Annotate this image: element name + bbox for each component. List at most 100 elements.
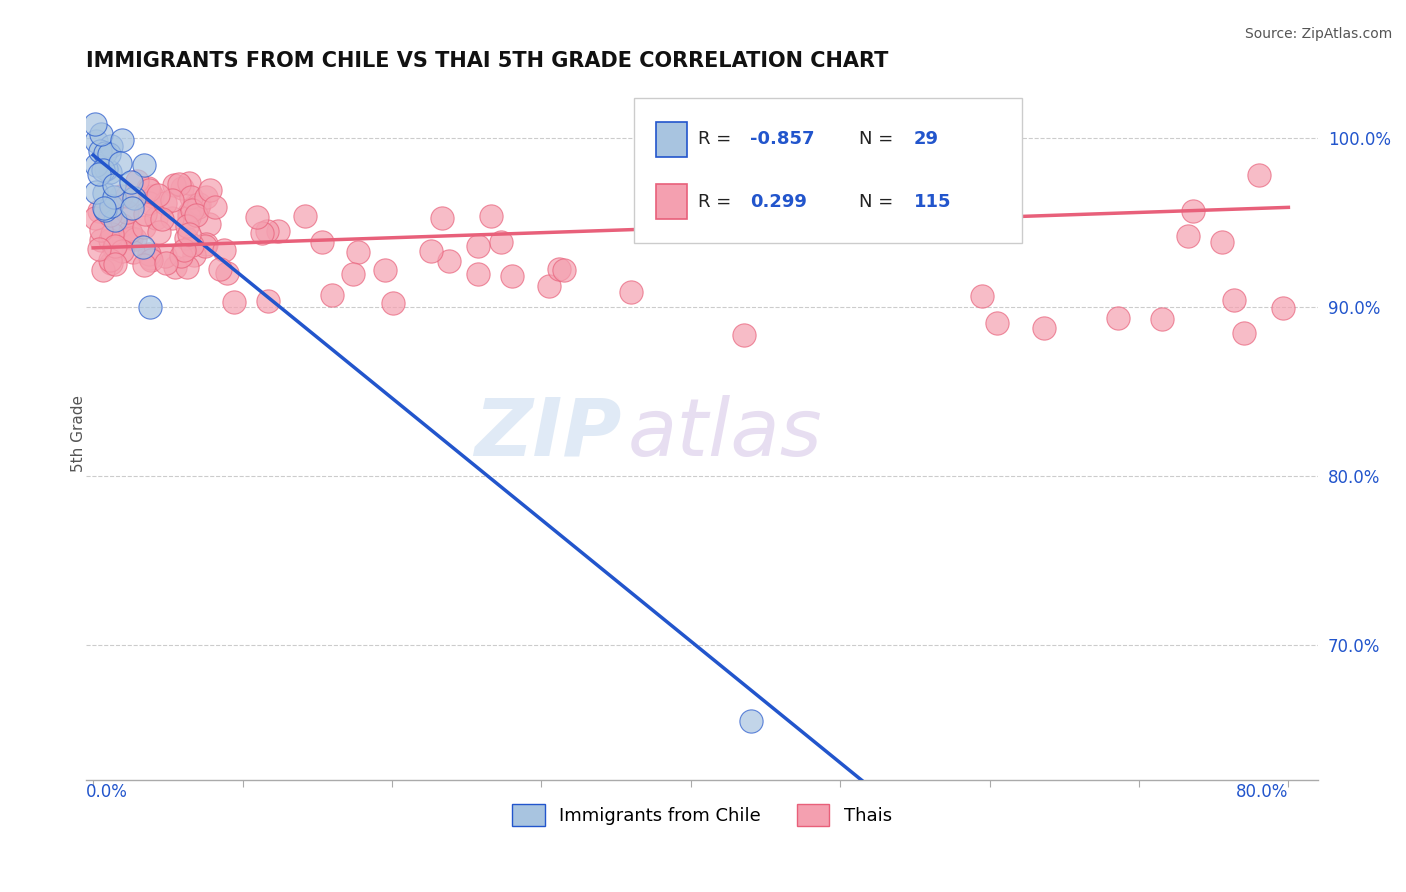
Point	[548, 262, 571, 277]
Point	[184, 208, 207, 222]
Point	[139, 300, 162, 314]
Text: 0.299: 0.299	[749, 193, 807, 211]
Point	[176, 219, 198, 233]
Text: N =: N =	[859, 193, 898, 211]
Point	[986, 316, 1008, 330]
Point	[173, 244, 195, 258]
Point	[120, 231, 142, 245]
Point	[117, 205, 139, 219]
Point	[111, 244, 134, 258]
Point	[84, 158, 107, 172]
Point	[162, 194, 184, 208]
Point	[90, 127, 112, 141]
Point	[90, 223, 112, 237]
Point	[120, 227, 142, 242]
Point	[177, 176, 200, 190]
Point	[162, 211, 184, 225]
Text: ZIP: ZIP	[474, 394, 621, 473]
Point	[479, 209, 502, 223]
Point	[132, 219, 155, 234]
Point	[710, 202, 733, 217]
Point	[183, 248, 205, 262]
Point	[1107, 311, 1129, 326]
Point	[165, 260, 187, 274]
Point	[138, 247, 160, 261]
Point	[430, 211, 453, 226]
Point	[1032, 321, 1054, 335]
Point	[342, 267, 364, 281]
Point	[111, 218, 134, 232]
Point	[246, 210, 269, 224]
Point	[294, 210, 316, 224]
Point	[84, 135, 107, 149]
Point	[733, 327, 755, 342]
Y-axis label: 5th Grade: 5th Grade	[72, 395, 86, 472]
Point	[194, 190, 217, 204]
Point	[155, 195, 177, 210]
Point	[737, 208, 759, 222]
Point	[111, 133, 134, 147]
Point	[198, 183, 221, 197]
Point	[120, 224, 142, 238]
Point	[103, 241, 125, 255]
Point	[184, 198, 207, 212]
Point	[972, 289, 994, 303]
Point	[172, 181, 194, 195]
Point	[257, 294, 280, 309]
Point	[132, 240, 155, 254]
FancyBboxPatch shape	[634, 98, 1022, 244]
Point	[97, 146, 120, 161]
Point	[87, 167, 110, 181]
Point	[125, 174, 148, 188]
Point	[148, 225, 170, 239]
Point	[197, 217, 219, 231]
Point	[188, 197, 211, 211]
Text: Source: ZipAtlas.com: Source: ZipAtlas.com	[1244, 27, 1392, 41]
Text: atlas: atlas	[628, 394, 823, 473]
Point	[101, 227, 124, 241]
Bar	[657, 122, 688, 157]
Point	[1150, 312, 1173, 326]
Point	[222, 294, 245, 309]
Point	[501, 268, 523, 283]
Point	[179, 210, 201, 224]
Point	[84, 186, 107, 200]
Point	[91, 262, 114, 277]
Bar	[657, 185, 688, 219]
Text: 115: 115	[914, 193, 952, 211]
Point	[181, 202, 204, 217]
Point	[155, 256, 177, 270]
Point	[489, 235, 512, 249]
Point	[98, 165, 121, 179]
Point	[374, 263, 396, 277]
Point	[136, 180, 159, 194]
Point	[138, 196, 160, 211]
Point	[90, 233, 112, 247]
Point	[177, 227, 200, 241]
Text: N =: N =	[859, 130, 898, 148]
Point	[467, 267, 489, 281]
Point	[108, 155, 131, 169]
Point	[132, 157, 155, 171]
Point	[1233, 326, 1256, 340]
Point	[104, 239, 127, 253]
Point	[93, 201, 115, 215]
Point	[84, 211, 107, 225]
Point	[104, 213, 127, 227]
Legend: Immigrants from Chile, Thais: Immigrants from Chile, Thais	[505, 797, 900, 833]
Text: 0.0%: 0.0%	[86, 783, 128, 801]
Point	[873, 212, 896, 227]
Point	[98, 208, 121, 222]
Point	[120, 175, 142, 189]
Point	[110, 189, 132, 203]
Point	[94, 203, 117, 218]
Text: 29: 29	[914, 130, 939, 148]
Point	[104, 257, 127, 271]
Text: R =: R =	[699, 193, 737, 211]
Point	[1222, 293, 1244, 308]
Point	[139, 252, 162, 266]
Point	[122, 244, 145, 259]
Text: R =: R =	[699, 130, 737, 148]
Point	[209, 262, 232, 277]
Point	[121, 201, 143, 215]
